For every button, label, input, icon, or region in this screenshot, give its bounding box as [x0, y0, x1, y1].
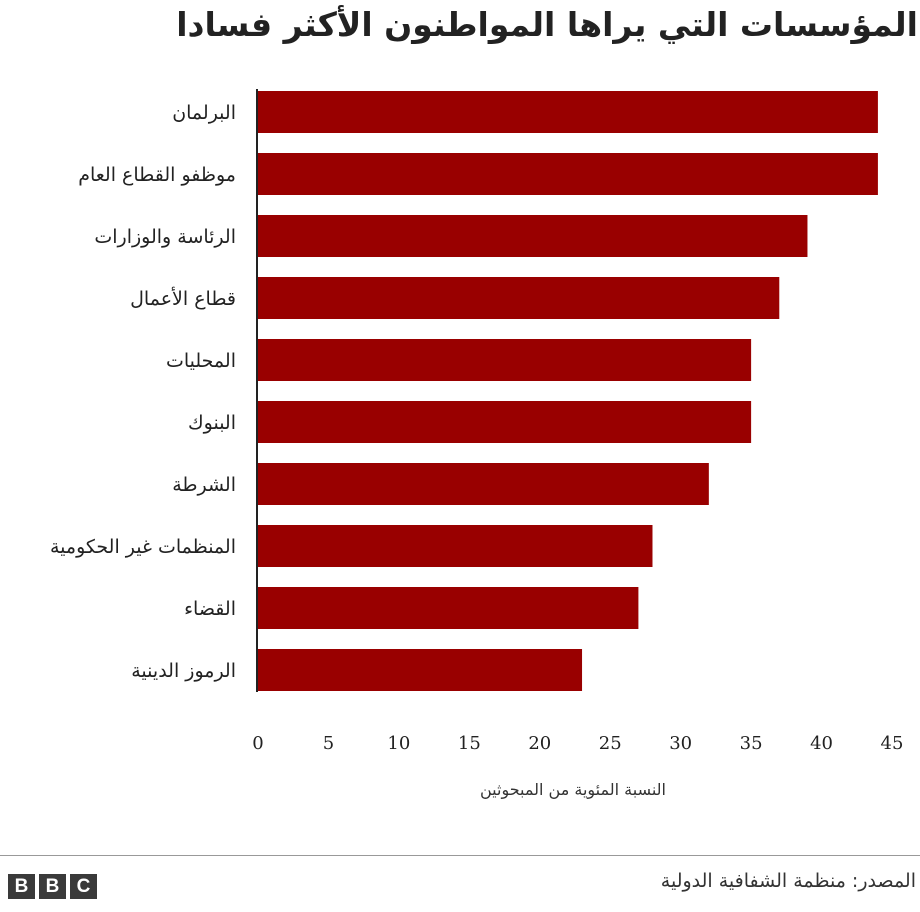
- category-label: الرموز الدينية: [131, 660, 236, 682]
- x-tick-label: 45: [881, 733, 904, 754]
- bar: [258, 277, 780, 319]
- bar: [258, 649, 583, 691]
- bars-layer: [258, 91, 878, 691]
- bar: [258, 587, 639, 629]
- bar-chart: البرلمان موظفو القطاع العام الرئاسة والوزا…: [50, 89, 903, 800]
- bbc-logo-letter: B: [8, 874, 35, 899]
- category-label: موظفو القطاع العام: [78, 164, 236, 186]
- bar: [258, 91, 878, 133]
- bar: [258, 401, 752, 443]
- chart-title: المؤسسات التي يراها المواطنون الأكثر فسا…: [176, 5, 918, 44]
- category-label: القضاء: [184, 598, 236, 620]
- x-tick-label: 40: [810, 733, 833, 754]
- category-label: المنظمات غير الحكومية: [50, 536, 236, 558]
- x-axis-ticks: 0 5 10 15 20 25 30 35 40 45: [252, 733, 903, 754]
- bar: [258, 339, 752, 381]
- bar: [258, 215, 808, 257]
- category-label: الرئاسة والوزارات: [94, 226, 236, 248]
- footer-divider: [0, 855, 920, 856]
- category-label: الشرطة: [172, 474, 236, 496]
- bbc-logo-letter: C: [70, 874, 97, 899]
- x-tick-label: 20: [528, 733, 551, 754]
- category-labels: البرلمان موظفو القطاع العام الرئاسة والوزا…: [50, 102, 236, 682]
- x-tick-label: 25: [599, 733, 622, 754]
- category-label: البنوك: [188, 412, 236, 434]
- bar: [258, 153, 878, 195]
- x-tick-label: 35: [740, 733, 763, 754]
- x-tick-label: 5: [323, 733, 334, 754]
- x-axis-label: النسبة المئوية من المبحوثين: [480, 780, 666, 800]
- bar: [258, 463, 709, 505]
- source-note: المصدر: منظمة الشفافية الدولية: [660, 870, 916, 892]
- x-tick-label: 15: [458, 733, 481, 754]
- bbc-logo: B B C: [8, 874, 97, 899]
- bar: [258, 525, 653, 567]
- x-tick-label: 10: [387, 733, 410, 754]
- x-tick-label: 30: [669, 733, 692, 754]
- category-label: قطاع الأعمال: [130, 287, 236, 310]
- category-label: المحليات: [166, 350, 236, 372]
- category-label: البرلمان: [172, 102, 236, 124]
- x-tick-label: 0: [252, 733, 263, 754]
- bbc-logo-letter: B: [39, 874, 66, 899]
